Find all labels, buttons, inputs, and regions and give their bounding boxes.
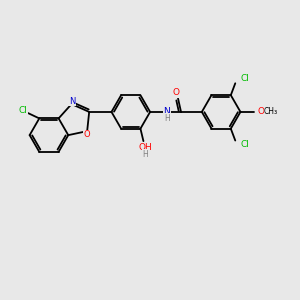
Text: Cl: Cl (241, 140, 250, 149)
Text: O: O (258, 107, 265, 116)
Text: N: N (69, 97, 75, 106)
Text: Cl: Cl (18, 106, 27, 116)
Text: N: N (164, 106, 170, 116)
Text: O: O (172, 88, 179, 97)
Text: H: H (142, 150, 148, 159)
Text: Cl: Cl (241, 74, 250, 83)
Text: H: H (164, 114, 169, 123)
Text: O: O (84, 130, 91, 139)
Text: OH: OH (138, 142, 152, 152)
Text: CH₃: CH₃ (264, 107, 278, 116)
